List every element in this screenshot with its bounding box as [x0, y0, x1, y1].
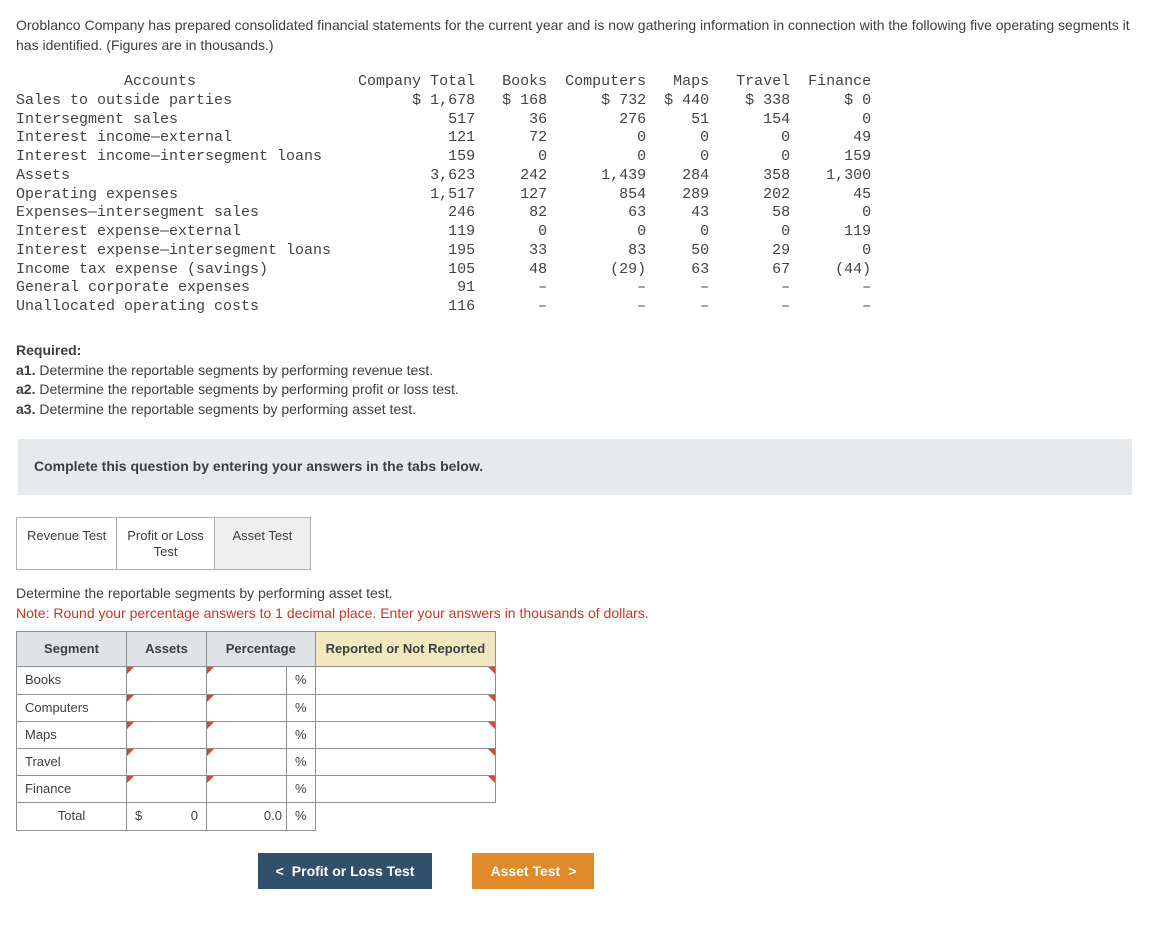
percentage-input[interactable]	[207, 667, 287, 694]
req-a3-text: Determine the reportable segments by per…	[39, 401, 416, 417]
percent-unit: %	[287, 803, 316, 830]
percentage-input[interactable]	[207, 694, 287, 721]
segment-cell: Computers	[17, 694, 127, 721]
reported-select[interactable]	[315, 776, 496, 803]
percentage-input[interactable]	[207, 749, 287, 776]
chevron-left-icon: <	[276, 863, 284, 879]
table-row: Books%	[17, 667, 496, 694]
required-section: Required: a1. Determine the reportable s…	[16, 341, 1134, 419]
reported-select[interactable]	[315, 667, 496, 694]
next-label: Asset Test	[490, 863, 560, 879]
col-assets: Assets	[127, 632, 207, 667]
intro-text: Oroblanco Company has prepared consolida…	[16, 16, 1134, 55]
total-label: Total	[17, 803, 127, 830]
req-a2-key: a2.	[16, 381, 35, 397]
assets-input[interactable]	[127, 776, 207, 803]
table-row: Maps%	[17, 721, 496, 748]
segment-cell: Maps	[17, 721, 127, 748]
prev-label: Profit or Loss Test	[292, 863, 415, 879]
next-button[interactable]: Asset Test >	[472, 853, 594, 889]
table-row: Computers%	[17, 694, 496, 721]
prev-button[interactable]: < Profit or Loss Test	[258, 853, 433, 889]
instruction-bar: Complete this question by entering your …	[18, 439, 1132, 495]
total-row: Total$00.0%	[17, 803, 496, 830]
percent-unit: %	[287, 667, 316, 694]
assets-input[interactable]	[127, 721, 207, 748]
tab-profit-loss-test[interactable]: Profit or Loss Test	[117, 517, 215, 570]
percent-unit: %	[287, 721, 316, 748]
req-a1-text: Determine the reportable segments by per…	[39, 362, 433, 378]
tab-revenue-test[interactable]: Revenue Test	[16, 517, 117, 570]
segment-cell: Travel	[17, 749, 127, 776]
percentage-input[interactable]	[207, 721, 287, 748]
percent-unit: %	[287, 749, 316, 776]
col-segment: Segment	[17, 632, 127, 667]
reported-select[interactable]	[315, 721, 496, 748]
percent-unit: %	[287, 694, 316, 721]
prompt-note: Note: Round your percentage answers to 1…	[16, 605, 649, 621]
chevron-right-icon: >	[568, 863, 576, 879]
table-row: Finance%	[17, 776, 496, 803]
req-a2-text: Determine the reportable segments by per…	[39, 381, 458, 397]
req-a1-key: a1.	[16, 362, 35, 378]
asset-test-table: Segment Assets Percentage Reported or No…	[16, 631, 496, 830]
col-reported: Reported or Not Reported	[315, 632, 496, 667]
total-assets: $0	[127, 803, 207, 830]
total-percentage: 0.0	[207, 803, 287, 830]
segment-cell: Finance	[17, 776, 127, 803]
nav-row: < Profit or Loss Test Asset Test >	[16, 853, 836, 889]
reported-select[interactable]	[315, 749, 496, 776]
assets-input[interactable]	[127, 749, 207, 776]
tab-bar: Revenue Test Profit or Loss Test Asset T…	[16, 517, 1134, 570]
assets-input[interactable]	[127, 667, 207, 694]
percent-unit: %	[287, 776, 316, 803]
segment-cell: Books	[17, 667, 127, 694]
table-row: Travel%	[17, 749, 496, 776]
tab-asset-test[interactable]: Asset Test	[215, 517, 311, 570]
req-a3-key: a3.	[16, 401, 35, 417]
percentage-input[interactable]	[207, 776, 287, 803]
required-heading: Required:	[16, 342, 81, 358]
reported-select[interactable]	[315, 694, 496, 721]
tab-prompt: Determine the reportable segments by per…	[16, 584, 1134, 623]
col-percentage: Percentage	[207, 632, 316, 667]
assets-input[interactable]	[127, 694, 207, 721]
financials-table: Accounts Company Total Books Computers M…	[16, 73, 1134, 317]
prompt-line1: Determine the reportable segments by per…	[16, 585, 393, 601]
